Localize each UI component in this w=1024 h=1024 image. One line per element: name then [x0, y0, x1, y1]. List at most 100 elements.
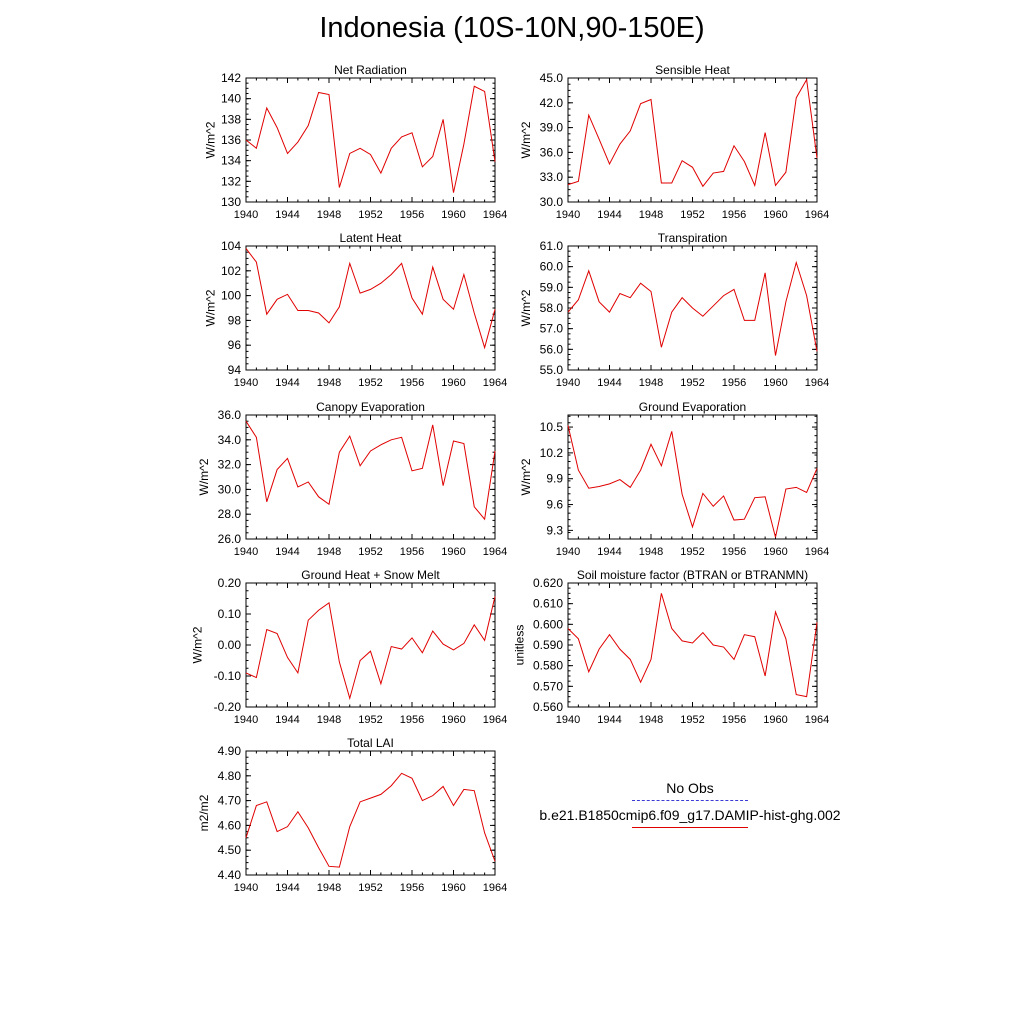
x-tick-label: 1944: [597, 546, 621, 558]
x-tick-label: 1960: [441, 714, 465, 726]
y-tick-label: 0.10: [218, 607, 242, 621]
x-tick-label: 1944: [275, 882, 299, 894]
x-tick-label: 1956: [722, 377, 746, 389]
y-tick-label: 94: [228, 363, 242, 377]
x-tick-label: 1964: [483, 209, 507, 221]
x-tick-label: 1952: [358, 377, 382, 389]
x-tick-label: 1940: [234, 209, 258, 221]
x-tick-label: 1948: [317, 377, 341, 389]
y-tick-label: 42.0: [540, 96, 564, 110]
x-tick-label: 1952: [680, 546, 704, 558]
y-tick-label: 60.0: [540, 260, 564, 274]
legend-label-model: b.e21.B1850cmip6.f09_g17.DAMIP-hist-ghg.…: [539, 807, 841, 823]
x-tick-label: 1964: [805, 714, 829, 726]
panel-title: Soil moisture factor (BTRAN or BTRANMN): [577, 568, 808, 582]
y-axis-label: W/m^2: [519, 289, 533, 326]
y-axis-label: W/m^2: [197, 458, 211, 495]
series-line: [567, 260, 818, 356]
x-tick-label: 1960: [441, 209, 465, 221]
panel-6: 1940 1944 1948 1952 1956 1960 1964 -0.20 -0.10 0.…: [191, 568, 508, 726]
y-axis-label: m2/m2: [197, 794, 211, 831]
x-tick-label: 1960: [441, 377, 465, 389]
y-tick-label: 32.0: [218, 458, 242, 472]
plot-frame: [245, 582, 496, 708]
panel-8: 1940 1944 1948 1952 1956 1960 1964 4.40 4.50 4.60…: [197, 736, 507, 894]
y-tick-label: 4.90: [218, 744, 242, 758]
x-tick-label: 1952: [358, 882, 382, 894]
y-tick-label: 4.80: [218, 769, 242, 783]
y-tick-label: 98: [228, 313, 242, 327]
y-tick-label: 28.0: [218, 507, 242, 521]
x-tick-label: 1940: [556, 377, 580, 389]
x-tick-label: 1960: [763, 209, 787, 221]
y-tick-label: 36.0: [540, 145, 564, 159]
series-line: [245, 248, 496, 350]
y-tick-label: 0.560: [533, 700, 563, 714]
plot-frame: [567, 582, 818, 708]
legend-line-model: [632, 827, 748, 828]
x-tick-label: 1964: [805, 377, 829, 389]
y-tick-label: 61.0: [540, 239, 564, 253]
y-tick-label: 59.0: [540, 280, 564, 294]
x-tick-label: 1956: [722, 546, 746, 558]
y-tick-label: 30.0: [218, 482, 242, 496]
panel-4: 1940 1944 1948 1952 1956 1960 1964 26.0 28.0 30.0…: [197, 400, 507, 558]
x-tick-label: 1952: [680, 714, 704, 726]
y-tick-label: 96: [228, 338, 242, 352]
x-tick-label: 1940: [556, 546, 580, 558]
x-tick-label: 1956: [400, 377, 424, 389]
y-tick-label: 132: [221, 174, 241, 188]
panel-0: 1940 1944 1948 1952 1956 1960 1964 130 132 134 136…: [204, 63, 508, 221]
legend-line-obs: [632, 800, 748, 801]
x-tick-label: 1964: [805, 209, 829, 221]
plot-frame: [245, 750, 496, 876]
x-tick-label: 1952: [680, 377, 704, 389]
x-tick-label: 1960: [763, 377, 787, 389]
y-tick-label: 0.00: [218, 638, 242, 652]
x-tick-label: 1940: [556, 714, 580, 726]
y-tick-label: 130: [221, 195, 241, 209]
y-tick-label: 4.70: [218, 794, 242, 808]
x-tick-label: 1948: [639, 546, 663, 558]
y-tick-label: 142: [221, 71, 241, 85]
x-tick-label: 1964: [483, 882, 507, 894]
x-tick-label: 1960: [441, 882, 465, 894]
x-tick-label: 1964: [805, 546, 829, 558]
x-tick-label: 1956: [722, 209, 746, 221]
series-line: [567, 425, 818, 538]
x-tick-label: 1952: [680, 209, 704, 221]
y-axis-label: W/m^2: [191, 626, 205, 663]
series-line: [245, 420, 496, 521]
x-tick-label: 1952: [358, 546, 382, 558]
y-axis-label: unitless: [513, 625, 527, 666]
panel-title: Sensible Heat: [655, 63, 730, 77]
x-tick-label: 1948: [317, 714, 341, 726]
panel-title: Canopy Evaporation: [316, 400, 425, 414]
panel-title: Latent Heat: [339, 231, 402, 245]
y-tick-label: 4.40: [218, 868, 242, 882]
series-line: [567, 78, 818, 188]
x-tick-label: 1964: [483, 546, 507, 558]
y-tick-label: 33.0: [540, 170, 564, 184]
x-tick-label: 1944: [275, 209, 299, 221]
panel-title: Ground Evaporation: [639, 400, 746, 414]
x-tick-label: 1944: [597, 714, 621, 726]
page-title: Indonesia (10S-10N,90-150E): [319, 12, 705, 44]
series-line: [245, 772, 496, 868]
series-line: [245, 596, 496, 701]
y-tick-label: -0.10: [214, 669, 242, 683]
panel-title: Net Radiation: [334, 63, 407, 77]
x-tick-label: 1940: [234, 377, 258, 389]
y-tick-label: -0.20: [214, 700, 242, 714]
y-tick-label: 30.0: [540, 195, 564, 209]
plot-frame: [245, 77, 496, 203]
series-line: [245, 85, 496, 193]
x-tick-label: 1952: [358, 209, 382, 221]
y-tick-label: 10.5: [540, 420, 564, 434]
y-tick-label: 4.60: [218, 818, 242, 832]
x-tick-label: 1956: [400, 882, 424, 894]
panel-title: Total LAI: [347, 736, 394, 750]
panel-title: Transpiration: [658, 231, 728, 245]
x-tick-label: 1948: [639, 209, 663, 221]
x-tick-label: 1964: [483, 714, 507, 726]
